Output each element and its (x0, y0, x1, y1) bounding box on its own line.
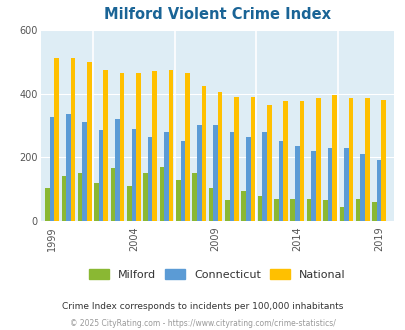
Bar (306, 199, 311, 221)
Bar (234, 97, 238, 221)
Bar (103, 70, 108, 221)
Bar (159, 167, 164, 221)
Bar (273, 199, 278, 221)
Bar (213, 125, 217, 221)
Bar (348, 98, 352, 221)
Bar (315, 98, 320, 221)
Bar (143, 173, 147, 221)
Bar (229, 132, 234, 221)
Bar (87, 62, 92, 221)
Bar (110, 168, 115, 221)
Bar (164, 132, 168, 221)
Bar (180, 141, 185, 221)
Bar (360, 154, 364, 221)
Bar (147, 137, 152, 221)
Bar (78, 173, 82, 221)
Bar (127, 186, 131, 221)
Bar (380, 100, 385, 221)
Bar (136, 73, 141, 221)
Bar (224, 200, 229, 221)
Bar (62, 177, 66, 221)
Bar (278, 141, 283, 221)
Bar (175, 180, 180, 221)
Bar (332, 95, 336, 221)
Bar (192, 173, 196, 221)
Bar (322, 200, 327, 221)
Bar (294, 146, 299, 221)
Bar (290, 199, 294, 221)
Bar (327, 148, 332, 221)
Bar (152, 71, 157, 221)
Bar (241, 191, 245, 221)
Bar (115, 119, 119, 221)
Bar (262, 132, 266, 221)
Bar (45, 187, 50, 221)
Bar (376, 160, 380, 221)
Bar (119, 73, 124, 221)
Bar (131, 129, 136, 221)
Bar (299, 101, 303, 221)
Bar (217, 92, 222, 221)
Bar (283, 101, 287, 221)
Bar (355, 199, 360, 221)
Bar (266, 105, 271, 221)
Bar (70, 58, 75, 221)
Text: Crime Index corresponds to incidents per 100,000 inhabitants: Crime Index corresponds to incidents per… (62, 302, 343, 312)
Text: © 2025 CityRating.com - https://www.cityrating.com/crime-statistics/: © 2025 CityRating.com - https://www.city… (70, 319, 335, 328)
Title: Milford Violent Crime Index: Milford Violent Crime Index (103, 7, 330, 21)
Bar (364, 98, 369, 221)
Bar (66, 114, 70, 221)
Bar (208, 187, 213, 221)
Bar (168, 70, 173, 221)
Bar (196, 125, 201, 221)
Bar (311, 151, 315, 221)
Bar (343, 148, 348, 221)
Bar (257, 196, 262, 221)
Bar (245, 137, 250, 221)
Bar (201, 85, 206, 221)
Bar (94, 183, 98, 221)
Bar (82, 122, 87, 221)
Bar (98, 130, 103, 221)
Bar (250, 97, 254, 221)
Bar (54, 58, 59, 221)
Bar (371, 202, 376, 221)
Bar (339, 207, 343, 221)
Legend: Milford, Connecticut, National: Milford, Connecticut, National (89, 269, 344, 280)
Bar (50, 117, 54, 221)
Bar (185, 73, 189, 221)
